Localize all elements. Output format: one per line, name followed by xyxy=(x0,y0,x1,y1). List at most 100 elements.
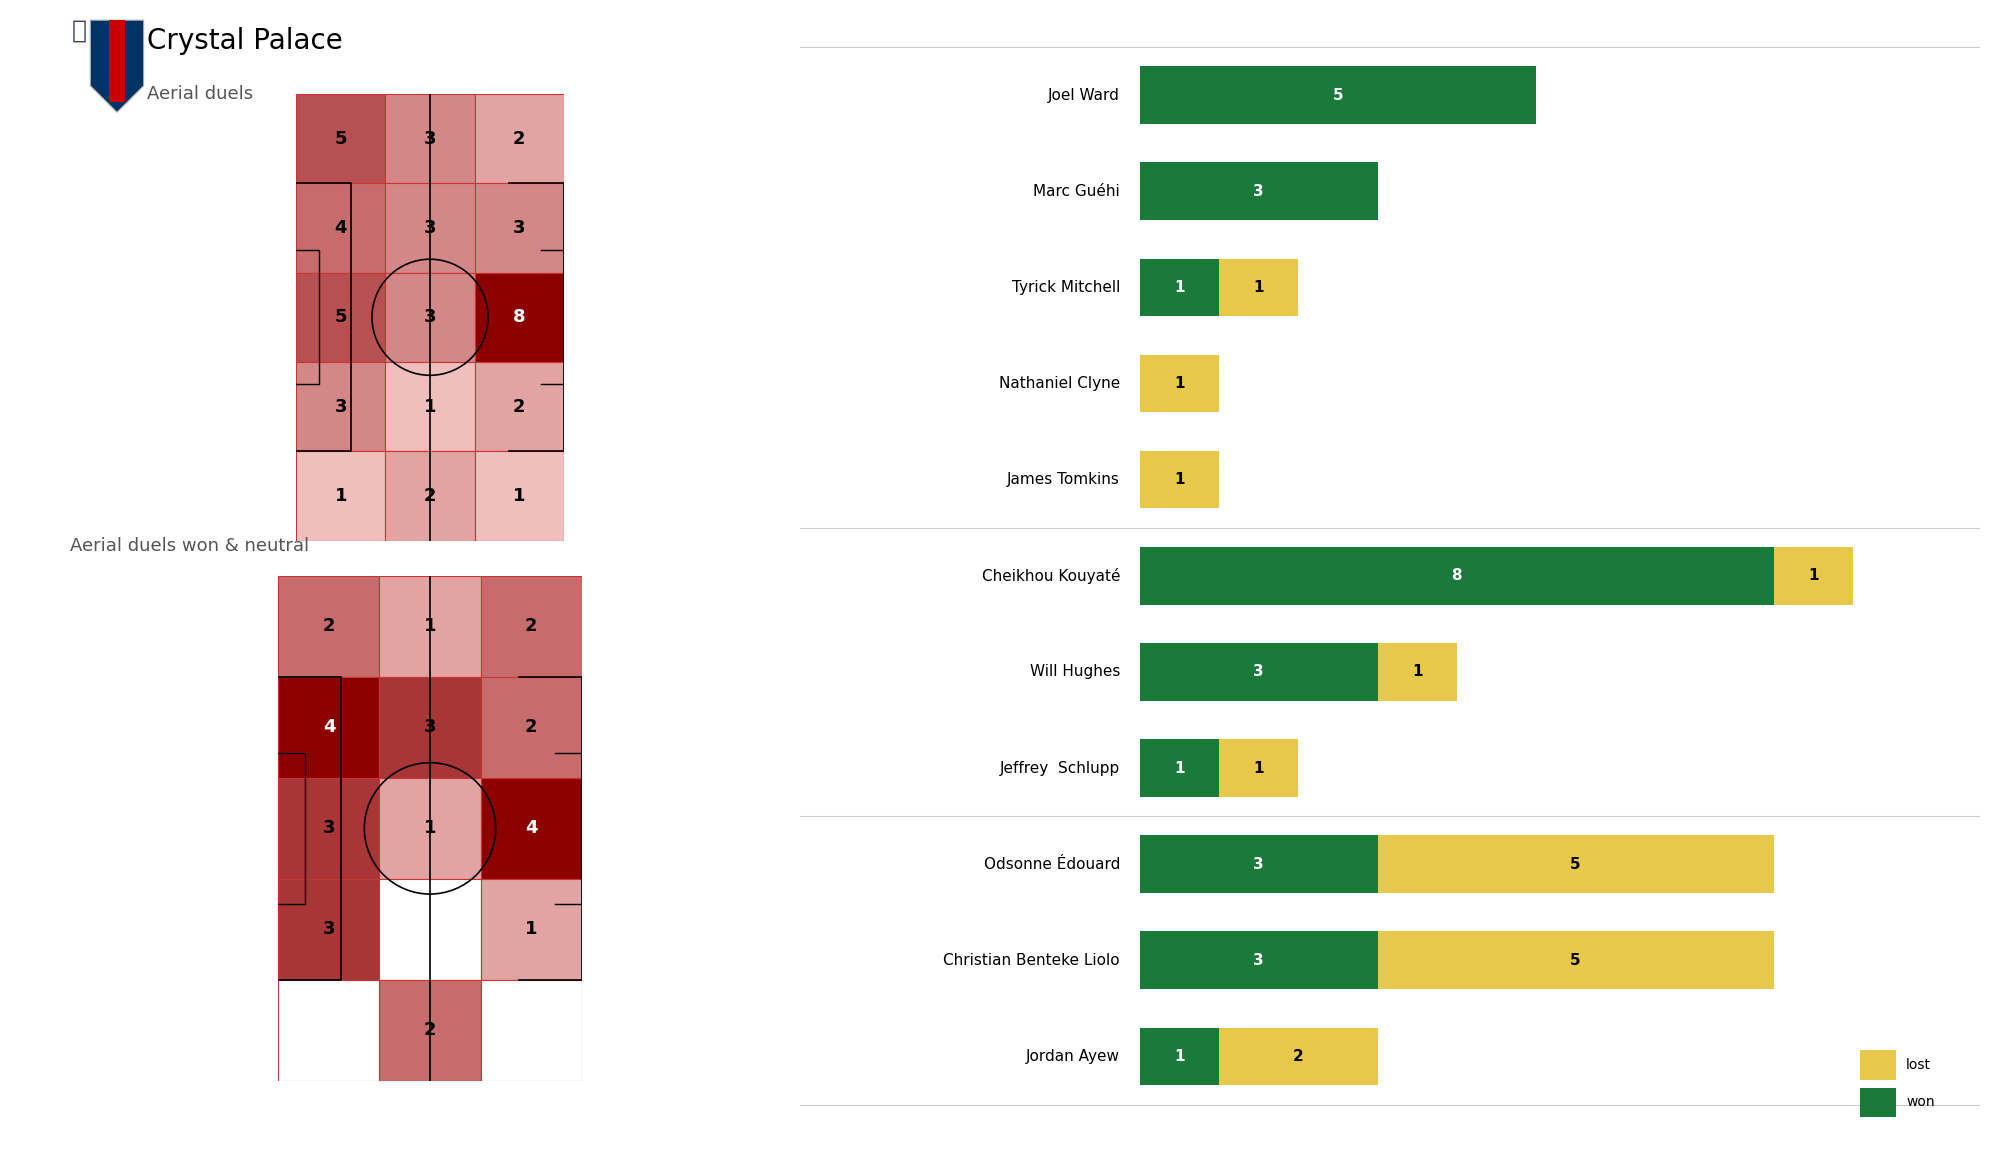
Bar xyxy=(380,879,480,980)
Bar xyxy=(480,980,582,1081)
Bar xyxy=(380,576,480,677)
Bar xyxy=(1140,739,1220,797)
Bar xyxy=(1140,66,1536,123)
Text: 3: 3 xyxy=(1254,857,1264,872)
Text: 5: 5 xyxy=(1570,953,1580,968)
Bar xyxy=(1378,932,1774,989)
Text: 1: 1 xyxy=(1174,280,1184,295)
Text: 3: 3 xyxy=(1254,664,1264,679)
Text: 3: 3 xyxy=(424,129,436,148)
Text: 3: 3 xyxy=(424,219,436,237)
Text: lost: lost xyxy=(1906,1058,1932,1072)
Bar xyxy=(1860,1050,1896,1080)
Bar xyxy=(278,980,380,1081)
Text: 1: 1 xyxy=(424,819,436,838)
Bar xyxy=(386,273,474,362)
Text: 1: 1 xyxy=(1174,760,1184,776)
Bar xyxy=(480,879,582,980)
Bar xyxy=(296,273,386,362)
Text: Aerial duels won & neutral: Aerial duels won & neutral xyxy=(70,537,310,556)
Bar xyxy=(1140,643,1378,700)
Text: 3: 3 xyxy=(424,718,436,737)
Bar xyxy=(278,778,380,879)
Bar xyxy=(380,980,480,1081)
Bar xyxy=(474,183,564,273)
Bar xyxy=(474,273,564,362)
Polygon shape xyxy=(110,20,124,102)
Text: 5: 5 xyxy=(1570,857,1580,872)
Text: 2: 2 xyxy=(514,129,526,148)
Text: 2: 2 xyxy=(514,397,526,416)
Bar xyxy=(1860,1088,1896,1117)
Bar xyxy=(296,94,386,183)
Text: 1: 1 xyxy=(424,617,436,636)
Bar xyxy=(380,778,480,879)
Text: 1: 1 xyxy=(1808,569,1818,583)
Text: Cheikhou Kouyaté: Cheikhou Kouyaté xyxy=(982,568,1120,584)
Text: 1: 1 xyxy=(1412,664,1422,679)
Text: Crystal Palace: Crystal Palace xyxy=(148,27,344,55)
Bar xyxy=(386,451,474,540)
Bar xyxy=(1140,451,1220,509)
Text: 3: 3 xyxy=(424,308,436,327)
Bar xyxy=(1140,835,1378,893)
Text: 2: 2 xyxy=(524,718,538,737)
Bar xyxy=(296,183,386,273)
Bar xyxy=(1220,1028,1378,1086)
Text: 1: 1 xyxy=(1174,376,1184,391)
Bar xyxy=(296,362,386,451)
Text: 5: 5 xyxy=(1332,88,1344,102)
Bar xyxy=(380,677,480,778)
Bar xyxy=(1140,355,1220,412)
Text: 4: 4 xyxy=(524,819,538,838)
Text: Jeffrey  Schlupp: Jeffrey Schlupp xyxy=(1000,760,1120,776)
Bar xyxy=(1220,739,1298,797)
Text: 1: 1 xyxy=(1174,1049,1184,1063)
Text: 2: 2 xyxy=(524,617,538,636)
Bar xyxy=(480,576,582,677)
Bar xyxy=(386,94,474,183)
Text: 3: 3 xyxy=(514,219,526,237)
Text: Nathaniel Clyne: Nathaniel Clyne xyxy=(998,376,1120,391)
Bar xyxy=(1378,835,1774,893)
Bar xyxy=(1220,258,1298,316)
Text: 2: 2 xyxy=(322,617,336,636)
Text: Christian Benteke Liolo: Christian Benteke Liolo xyxy=(944,953,1120,968)
Text: 3: 3 xyxy=(1254,953,1264,968)
Text: 3: 3 xyxy=(322,920,336,939)
Text: 8: 8 xyxy=(512,308,526,327)
Text: 1: 1 xyxy=(334,486,346,505)
Bar xyxy=(474,362,564,451)
Text: 1: 1 xyxy=(524,920,538,939)
Bar xyxy=(1140,932,1378,989)
Bar xyxy=(386,362,474,451)
Text: 1: 1 xyxy=(514,486,526,505)
Text: Marc Guéhi: Marc Guéhi xyxy=(1034,183,1120,199)
Bar xyxy=(1140,162,1378,220)
Bar xyxy=(1140,258,1220,316)
Text: 1: 1 xyxy=(1174,472,1184,488)
Text: 5: 5 xyxy=(334,308,346,327)
Bar xyxy=(1378,643,1456,700)
Text: James Tomkins: James Tomkins xyxy=(1008,472,1120,488)
Text: 3: 3 xyxy=(334,397,346,416)
Text: 𝓦: 𝓦 xyxy=(72,19,86,42)
Text: Tyrick Mitchell: Tyrick Mitchell xyxy=(1012,280,1120,295)
Bar xyxy=(474,94,564,183)
Bar xyxy=(480,677,582,778)
Text: 1: 1 xyxy=(1254,280,1264,295)
Bar xyxy=(1140,1028,1220,1086)
Text: Joel Ward: Joel Ward xyxy=(1048,88,1120,102)
Text: 1: 1 xyxy=(424,397,436,416)
Text: 8: 8 xyxy=(1452,569,1462,583)
Text: won: won xyxy=(1906,1095,1934,1109)
Bar xyxy=(296,451,386,540)
Bar xyxy=(278,576,380,677)
Text: 1: 1 xyxy=(1254,760,1264,776)
Text: Aerial duels: Aerial duels xyxy=(148,86,254,103)
Text: 4: 4 xyxy=(334,219,346,237)
Bar xyxy=(1774,546,1852,605)
Text: Jordan Ayew: Jordan Ayew xyxy=(1026,1049,1120,1063)
Polygon shape xyxy=(90,20,144,113)
Text: 2: 2 xyxy=(424,486,436,505)
